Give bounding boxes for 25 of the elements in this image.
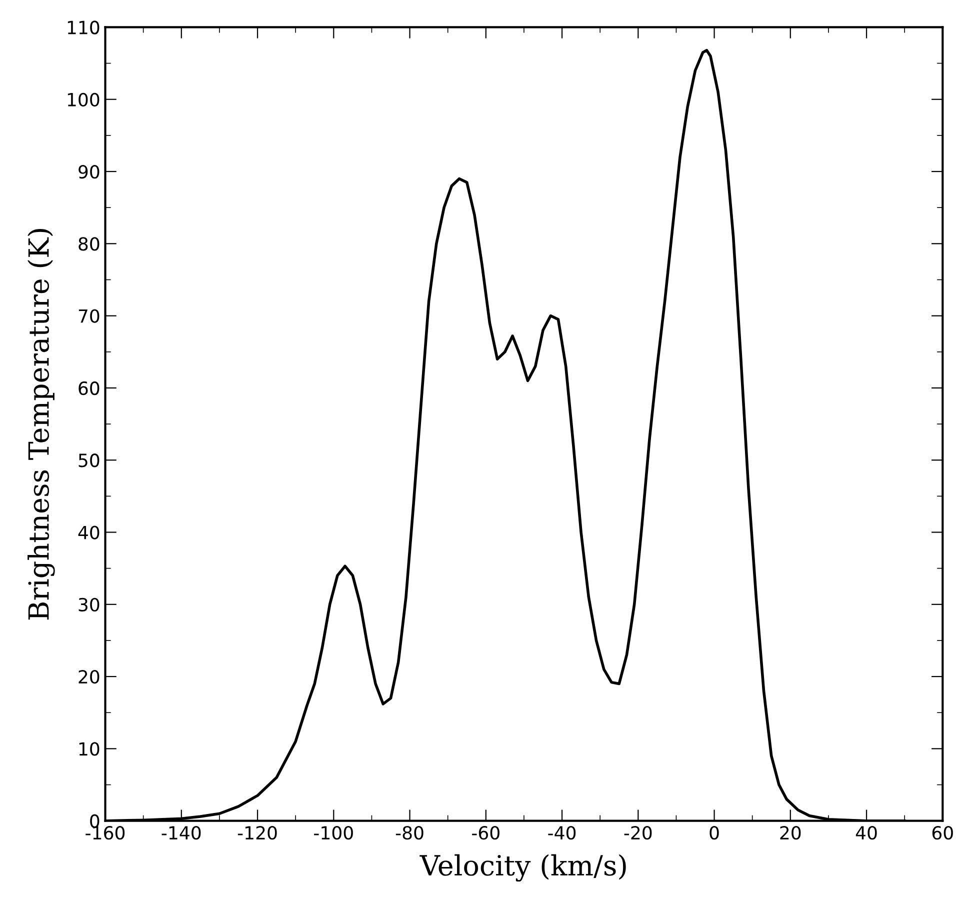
x-tick-label: -140	[162, 826, 201, 840]
x-tick-label: 40	[856, 826, 877, 840]
y-axis-title: Brightness Temperature (K)	[28, 229, 55, 620]
x-tick-label: -80	[396, 826, 424, 840]
x-tick-label: -60	[472, 826, 500, 840]
x-tick-label: 20	[780, 826, 801, 840]
x-tick-label: -20	[624, 826, 652, 840]
y-tick-label: 90	[78, 164, 100, 179]
y-tick-label: 10	[79, 742, 100, 756]
y-tick-label: 70	[78, 309, 100, 323]
x-axis-title: Velocity (km/s)	[420, 854, 626, 882]
y-tick-label: 80	[78, 237, 100, 251]
x-tick-label: -120	[238, 826, 277, 840]
x-tick-label: -100	[314, 826, 353, 840]
y-tick-label: 30	[78, 598, 100, 612]
y-tick-label: 100	[68, 92, 100, 106]
x-tick-label: 0	[710, 826, 719, 840]
y-tick-label: 50	[78, 454, 100, 468]
x-tick-label: -40	[548, 826, 576, 840]
y-tick-label: 20	[78, 670, 100, 684]
x-tick-label: -160	[86, 826, 125, 840]
x-tick-label: 60	[932, 826, 953, 840]
y-tick-label: 110	[68, 20, 100, 34]
y-tick-label: 60	[78, 381, 100, 396]
y-tick-label: 40	[78, 526, 100, 540]
